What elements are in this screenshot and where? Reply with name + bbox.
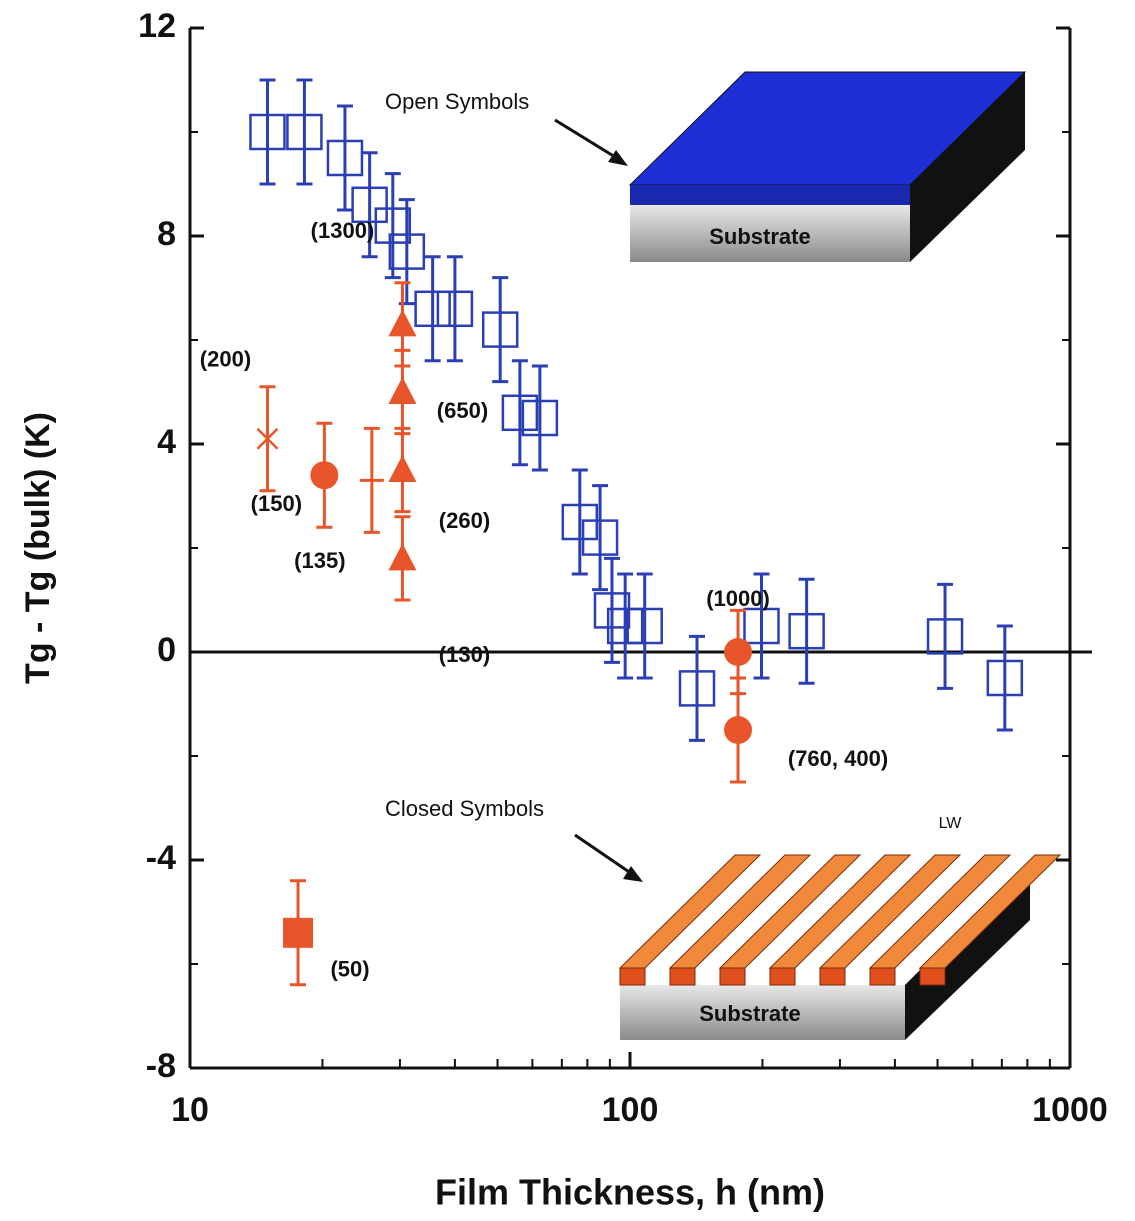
error-bar [592,486,608,590]
marker [388,543,416,570]
arrow-head [608,150,628,166]
x-tick-label: 100 [602,1091,659,1129]
error-bar [259,80,275,184]
marker [724,716,752,744]
y-tick-label: -4 [146,839,176,877]
inset-stripe [870,968,895,985]
x-tick-label: 10 [171,1091,209,1129]
inset-lines [620,855,1060,1040]
inset-stripe [620,968,645,985]
marker [310,461,338,489]
annotation: Open Symbols [385,89,529,114]
point-label: (150) [251,491,302,516]
x-tick-label: 1000 [1032,1091,1108,1129]
point-label: (760, 400) [788,746,888,771]
chart: Open Symbols Closed Symbols Substrate Su… [0,0,1135,1221]
annotation: Closed Symbols [385,796,544,821]
marker [724,638,752,666]
point-label: (1000) [706,586,770,611]
inset-stripe [770,968,795,985]
y-tick-label: 8 [157,215,176,253]
error-bar [572,470,588,574]
marker [388,309,416,336]
error-bar [637,574,653,678]
error-bar [799,579,815,683]
marker [388,455,416,482]
error-bar [337,106,353,210]
inset-stripe [670,968,695,985]
point-label: (50) [330,957,369,982]
inset-stripe [920,968,945,985]
point-label: (1300) [311,218,375,243]
error-bar [296,80,312,184]
y-tick-label: 4 [157,423,176,461]
y-axis-label: Tg - Tg (bulk) (K) [19,412,57,684]
point-label: (130) [439,642,490,667]
inset-stripe [720,968,745,985]
point-label: (135) [294,548,345,573]
inset-label: Substrate [699,1001,800,1026]
error-bar [937,584,953,688]
inset-label: Substrate [709,224,810,249]
y-tick-label: 0 [157,631,176,669]
marker [388,377,416,404]
point-label: (650) [437,398,488,423]
inset-label: LW [939,815,963,832]
inset-stripe [820,968,845,985]
error-bar [492,278,508,382]
point-label: (260) [439,508,490,533]
marker [283,918,313,948]
arrow [555,120,620,160]
error-bar [997,626,1013,730]
inset-film [630,72,1025,262]
error-bar [532,366,548,470]
x-axis-label: Film Thickness, h (nm) [435,1172,825,1213]
arrow [575,835,635,876]
error-bar [512,361,528,465]
y-tick-label: -8 [146,1047,176,1085]
point-label: (200) [200,347,251,372]
y-tick-label: 12 [138,7,176,45]
